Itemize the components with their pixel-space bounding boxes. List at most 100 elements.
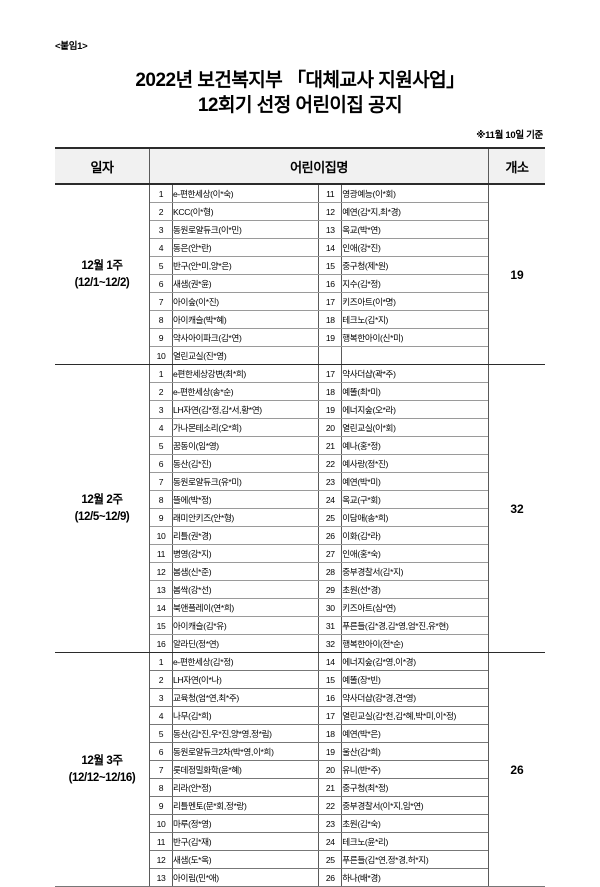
row-number: 9 <box>150 796 173 816</box>
row-number: 16 <box>318 688 343 708</box>
table-row: 8 뜰에(박*정) 24 옥교(구*회) <box>150 490 488 510</box>
row-number: 3 <box>150 688 173 708</box>
row-number: 20 <box>318 760 343 780</box>
title-line-1: 2022년 보건복지부 「대체교사 지원사업」 <box>135 70 465 91</box>
row-number: 30 <box>318 598 343 618</box>
daycare-name: 아이캐슬(김*유) <box>172 616 319 636</box>
table-row: 13 아이림(민*애) 26 하나(배*경) <box>150 868 488 887</box>
row-number: 3 <box>150 400 173 420</box>
daycare-name: 리라(안*정) <box>172 778 319 798</box>
row-number <box>318 346 343 365</box>
daycare-name: 인애(홍*숙) <box>341 544 488 564</box>
daycare-name: 중구청(제*원) <box>341 256 488 276</box>
daycare-name: 지수(김*정) <box>341 274 488 294</box>
table-head: 일자 어린이집명 개소 <box>55 147 545 186</box>
daycare-name: 열린교실(김*천,김*혜,박*미,이*정) <box>341 706 488 726</box>
row-number: 7 <box>150 472 173 492</box>
week-range: (12/12~12/16) <box>68 771 136 784</box>
row-number: 23 <box>318 472 343 492</box>
daycare-name: 동산(김*진,우*진,양*영,정*림) <box>172 724 319 744</box>
row-number: 27 <box>318 544 343 564</box>
row-number: 29 <box>318 580 343 600</box>
row-number: 10 <box>150 526 173 546</box>
daycare-name: 테크노(김*지) <box>341 310 488 330</box>
daycare-name: 예연(김*지,최*경) <box>341 202 488 222</box>
row-number: 26 <box>318 526 343 546</box>
attachment-tag: <붙임1> <box>55 41 88 52</box>
daycare-name: 행복한아이(전*순) <box>342 638 404 649</box>
daycare-name: 중구청(최*정) <box>341 778 488 798</box>
daycare-name-list-cell: 1 e-편한세상(이*숙) 11 영광예능(이*회) 2 KCC(이*형) 12 예연(김*지… <box>149 184 489 366</box>
table-row: 14 북앤플레이(연*희) 30 키즈아트(심*연) <box>150 598 488 618</box>
column-header-date: 일자 <box>55 147 150 186</box>
daycare-name: 중부경찰서(김*지) <box>341 562 488 582</box>
table-row: 10 리틀(권*경) 26 이화(김*라) <box>150 526 488 546</box>
daycare-name: 영광예능(이*회) <box>341 185 488 204</box>
daycare-name: 반구(안*미,양*은) <box>172 256 319 276</box>
daycare-name <box>342 347 488 365</box>
row-number: 23 <box>318 814 343 834</box>
row-number: 7 <box>150 292 173 312</box>
table-row: 7 롯데정밀화학(윤*혜) 20 유니(반*주) <box>150 760 488 780</box>
daycare-name: 푸른들(김*경,김*영,엄*진,유*현) <box>341 616 488 636</box>
row-number: 17 <box>318 365 343 384</box>
daycare-name-grid: 1 e-편한세상(이*숙) 11 영광예능(이*회) 2 KCC(이*형) 12 예연(김*지… <box>150 185 488 365</box>
daycare-name: 래미안키즈(안*형) <box>172 508 319 528</box>
row-number: 8 <box>150 310 173 330</box>
row-number: 31 <box>318 616 343 636</box>
table-row: 3 LH자연(김*정,김*서,황*연) 19 에너지숲(오*라) <box>150 400 488 420</box>
daycare-name: 초원(김*숙) <box>341 814 488 834</box>
table-row: 2 KCC(이*형) 12 예연(김*지,최*경) <box>150 202 488 222</box>
table-row: 8 아이캐슬(박*혜) 18 테크노(김*지) <box>150 310 488 330</box>
week-range: (12/5~12/9) <box>74 510 130 523</box>
table-row: 5 꿈동이(임*영) 21 예나(홍*정) <box>150 436 488 456</box>
table-row: 5 동산(김*진,우*진,양*영,정*림) 18 예연(박*은) <box>150 724 488 744</box>
daycare-name-grid: 1 e-편한세상(김*정) 14 에너지숲(김*영,이*경) 2 LH자연(이*나) 15 예… <box>150 653 488 887</box>
daycare-name: 가나몬테소리(오*희) <box>172 418 319 438</box>
row-number: 11 <box>150 544 173 564</box>
row-number: 11 <box>318 185 343 204</box>
daycare-name: 교육청(엄*연,최*주) <box>172 688 319 708</box>
daycare-name: 동원로얄듀크(유*미) <box>172 472 319 492</box>
daycare-name: 이담애(송*희) <box>341 508 488 528</box>
daycare-name: 예똘(장*빈) <box>341 670 488 690</box>
daycare-name: 중부경찰서(이*지,임*연) <box>341 796 488 816</box>
table-header-row: 일자 어린이집명 개소 <box>55 147 545 186</box>
basis-date-note: ※11월 10일 기준 <box>476 130 543 142</box>
row-number: 2 <box>150 202 173 222</box>
table-row: 6 새샘(권*윤) 16 지수(김*정) <box>150 274 488 294</box>
document-page: <붙임1> 2022년 보건복지부 「대체교사 지원사업」 12회기 선정 어린… <box>55 41 545 887</box>
row-number: 5 <box>150 256 173 276</box>
daycare-name: 푸른들(김*연,정*경,허*지) <box>341 850 488 870</box>
daycare-name: 마루(정*영) <box>172 814 319 834</box>
daycare-name: e-편한세상(이*숙) <box>172 185 319 204</box>
row-number: 12 <box>318 202 343 222</box>
week-range: (12/1~12/2) <box>74 276 130 289</box>
row-number: 7 <box>150 760 173 780</box>
table-row: 9 래미안키즈(안*형) 25 이담애(송*희) <box>150 508 488 528</box>
table-row: 10 마루(정*영) 23 초원(김*숙) <box>150 814 488 834</box>
row-number: 19 <box>318 328 343 348</box>
table-row: 7 동원로얄듀크(유*미) 23 예연(박*미) <box>150 472 488 492</box>
title-line-2: 12회기 선정 어린이집 공지 <box>197 95 403 117</box>
table-row: 1 e-편한세상(이*숙) 11 영광예능(이*회) <box>150 185 488 204</box>
row-number: 14 <box>318 653 343 672</box>
table-row: 3 동원로얄듀크(이*민) 13 옥교(박*연) <box>150 220 488 240</box>
row-number: 13 <box>150 580 173 600</box>
week-date-cell: 12월 3주 (12/12~12/16) <box>55 652 150 887</box>
daycare-name: 리틀(권*경) <box>172 526 319 546</box>
row-number: 4 <box>150 706 173 726</box>
row-number: 15 <box>318 256 343 276</box>
row-number: 10 <box>150 346 173 365</box>
table-row: 10 열린교실(진*영) <box>150 346 488 365</box>
daycare-name: 예사랑(정*진) <box>341 454 488 474</box>
page-title: 2022년 보건복지부 「대체교사 지원사업」 12회기 선정 어린이집 공지 <box>55 68 545 118</box>
row-number: 32 <box>318 634 343 653</box>
row-number: 14 <box>150 598 173 618</box>
row-number: 2 <box>150 382 173 402</box>
daycare-name: e-편한세상(김*정) <box>172 653 319 672</box>
week-count-cell: 19 <box>488 184 545 366</box>
row-number: 17 <box>318 706 343 726</box>
daycare-name: KCC(이*형) <box>172 202 319 222</box>
row-number: 1 <box>150 653 173 672</box>
